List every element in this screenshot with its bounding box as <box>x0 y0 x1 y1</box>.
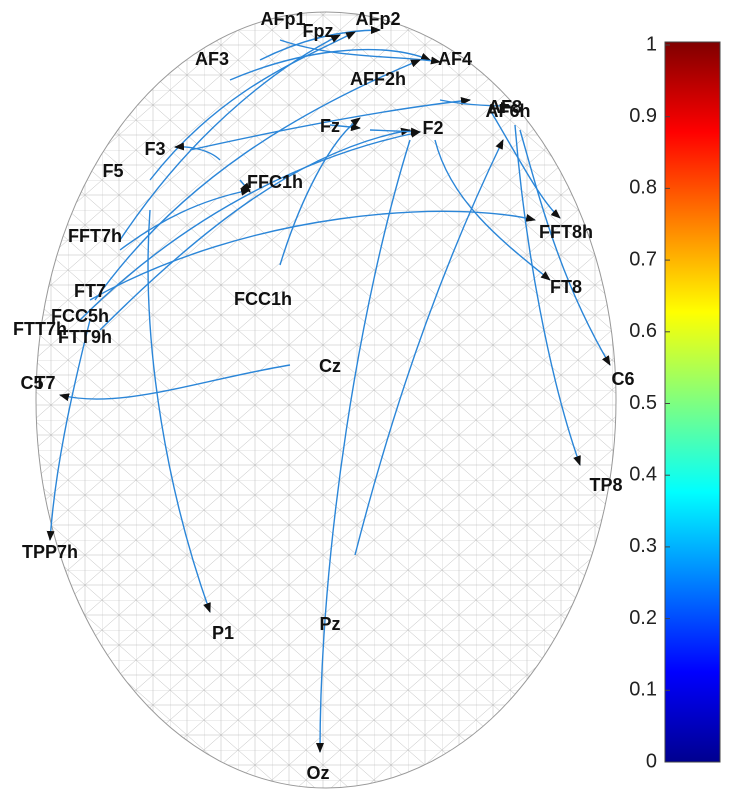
node-label: TP8 <box>589 475 622 495</box>
node-label: C6 <box>611 369 634 389</box>
connections <box>46 26 611 753</box>
colorbar-tick-label: 0.3 <box>629 535 657 557</box>
node-label: F5 <box>102 161 123 181</box>
colorbar-tick-label: 0.9 <box>629 105 657 127</box>
colorbar-tick-label: 0.4 <box>629 463 657 485</box>
node-label: FT8 <box>550 277 582 297</box>
node-label: F2 <box>422 118 443 138</box>
colorbar-tick-label: 0.6 <box>629 320 657 342</box>
node-label: AF4 <box>438 49 472 69</box>
node-label: C5 <box>20 373 43 393</box>
node-label: AFF2h <box>350 69 406 89</box>
node-label: FTT7h <box>13 319 67 339</box>
node-label: FTT9h <box>58 327 112 347</box>
node-label: AF8 <box>488 97 522 117</box>
colorbar-tick-label: 0.5 <box>629 392 657 414</box>
node-label: F3 <box>144 139 165 159</box>
head-mesh <box>35 11 617 789</box>
node-label: AFp1 <box>261 9 306 29</box>
node-label: Fz <box>320 116 340 136</box>
colorbar-tick-label: 0 <box>646 750 657 772</box>
node-label: FFC1h <box>247 172 303 192</box>
node-label: FT7 <box>74 281 106 301</box>
node-label: AF6h <box>486 101 531 121</box>
node-label: Cz <box>319 356 341 376</box>
node-label: Pz <box>319 614 340 634</box>
colorbar-tick-label: 0.8 <box>629 177 657 199</box>
colorbar <box>664 41 721 763</box>
node-label: TPP7h <box>22 542 78 562</box>
node-label: AF3 <box>195 49 229 69</box>
colorbar-tick-label: 0.1 <box>629 679 657 701</box>
node-label: Fpz <box>303 21 334 41</box>
node-label: FCC1h <box>234 289 292 309</box>
node-label: T7 <box>34 373 55 393</box>
node-label: Oz <box>306 763 329 783</box>
node-label: P1 <box>212 623 234 643</box>
node-label: FFT7h <box>68 226 122 246</box>
node-label: FFT8h <box>539 222 593 242</box>
colorbar-tick-label: 0.7 <box>629 248 657 270</box>
colorbar-tick-label: 1 <box>646 33 657 55</box>
colorbar-tick-label: 0.2 <box>629 607 657 629</box>
node-label: FCC5h <box>51 306 109 326</box>
node-label: AFp2 <box>356 9 401 29</box>
